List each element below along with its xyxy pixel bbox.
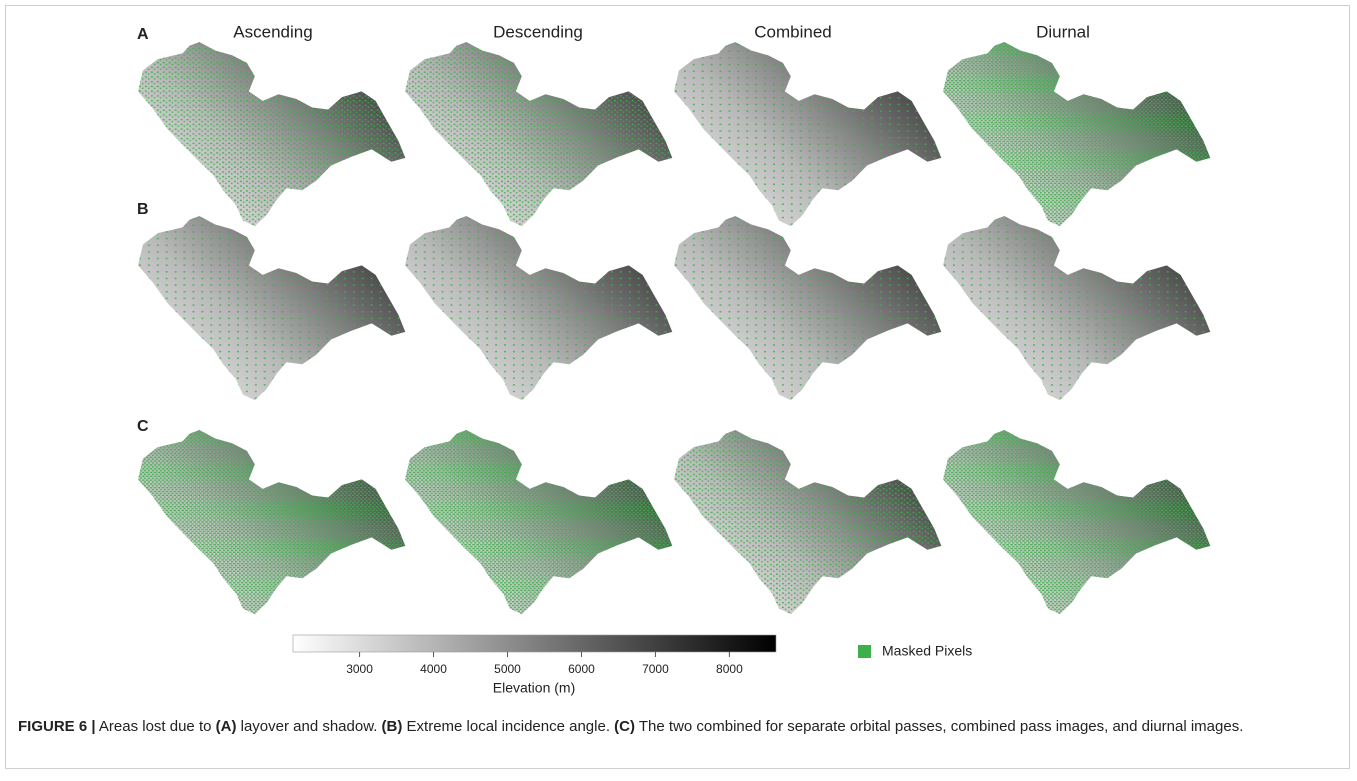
map-masked-pixels <box>674 42 941 226</box>
map-masked-pixels <box>943 42 1210 226</box>
colorbar <box>293 635 776 652</box>
caption-text: (C) <box>614 718 635 735</box>
row-label: A <box>137 26 149 43</box>
map <box>138 216 405 400</box>
caption: FIGURE 6 | Areas lost due to (A) layover… <box>18 716 1338 738</box>
caption-text: Areas lost due to <box>96 718 216 735</box>
row-label: B <box>137 201 149 218</box>
colorbar-label: Elevation (m) <box>493 680 575 696</box>
column-label: Descending <box>493 22 583 41</box>
colorbar-tick-label: 3000 <box>346 662 373 676</box>
map-masked-pixels <box>138 216 405 400</box>
page: Elevation (m) Masked Pixels Ascending Des… <box>0 0 1357 781</box>
colorbar-tick-label: 7000 <box>642 662 669 676</box>
colorbar-tick-label: 8000 <box>716 662 743 676</box>
column-label: Diurnal <box>1036 22 1090 41</box>
caption-text: layover and shadow. <box>236 718 381 735</box>
column-label: Combined <box>754 22 832 41</box>
map <box>138 42 405 226</box>
map <box>674 216 941 400</box>
row-label: C <box>137 418 149 435</box>
map-masked-pixels <box>943 216 1210 400</box>
caption-text: (B) <box>382 718 403 735</box>
map-masked-pixels <box>405 42 672 226</box>
map-masked-pixels <box>943 430 1210 614</box>
map <box>138 430 405 614</box>
map-grid <box>138 42 1210 614</box>
map-masked-pixels <box>405 430 672 614</box>
legend-swatch <box>858 645 871 658</box>
map-masked-pixels <box>405 216 672 400</box>
map <box>405 430 672 614</box>
map <box>943 42 1210 226</box>
colorbar-tick-label: 6000 <box>568 662 595 676</box>
caption-text: Extreme local incidence angle. <box>402 718 614 735</box>
map-masked-pixels <box>138 42 405 226</box>
column-label: Ascending <box>233 22 312 41</box>
map-masked-pixels <box>674 216 941 400</box>
map-masked-pixels <box>138 430 405 614</box>
colorbar-tick-label: 4000 <box>420 662 447 676</box>
caption-text: The two combined for separate orbital pa… <box>635 718 1243 735</box>
map <box>943 216 1210 400</box>
map <box>943 430 1210 614</box>
figure: Elevation (m) Masked Pixels Ascending Des… <box>0 0 1357 710</box>
map <box>674 42 941 226</box>
map <box>405 216 672 400</box>
map-masked-pixels <box>674 430 941 614</box>
map <box>674 430 941 614</box>
caption-text: FIGURE 6 | <box>18 718 96 735</box>
colorbar-tick-label: 5000 <box>494 662 521 676</box>
map <box>405 42 672 226</box>
legend-label: Masked Pixels <box>882 643 972 659</box>
caption-text: (A) <box>216 718 237 735</box>
